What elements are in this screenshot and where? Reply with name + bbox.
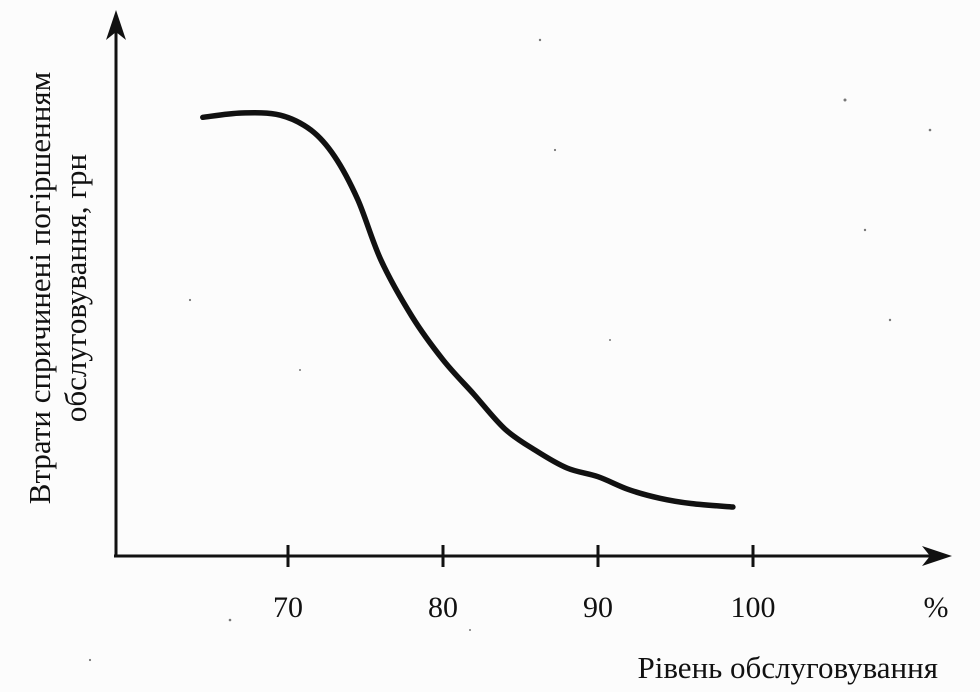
x-axis: [114, 546, 952, 566]
speckles: [88, 38, 932, 662]
y-axis-title-line-1: Втрати спричинені погіршенням: [22, 72, 57, 504]
y-axis-title-line-2: обслуговування, грн: [58, 154, 93, 422]
x-tick-label: 80: [428, 591, 458, 624]
x-tick-label: 70: [273, 591, 303, 624]
x-tick-label: 90: [583, 591, 613, 624]
x-tick-label: 100: [731, 591, 776, 624]
x-ticks: 70 80 90 100: [273, 545, 776, 624]
x-unit-label: %: [924, 591, 949, 624]
series-line: [200, 110, 736, 510]
y-axis-arrow: [106, 10, 126, 40]
x-axis-arrow: [922, 546, 952, 566]
y-axis-title: Втрати спричинені погіршенням обслуговув…: [22, 72, 93, 504]
y-axis: [106, 10, 126, 556]
x-axis-title: Рівень обслуговування: [638, 650, 939, 685]
